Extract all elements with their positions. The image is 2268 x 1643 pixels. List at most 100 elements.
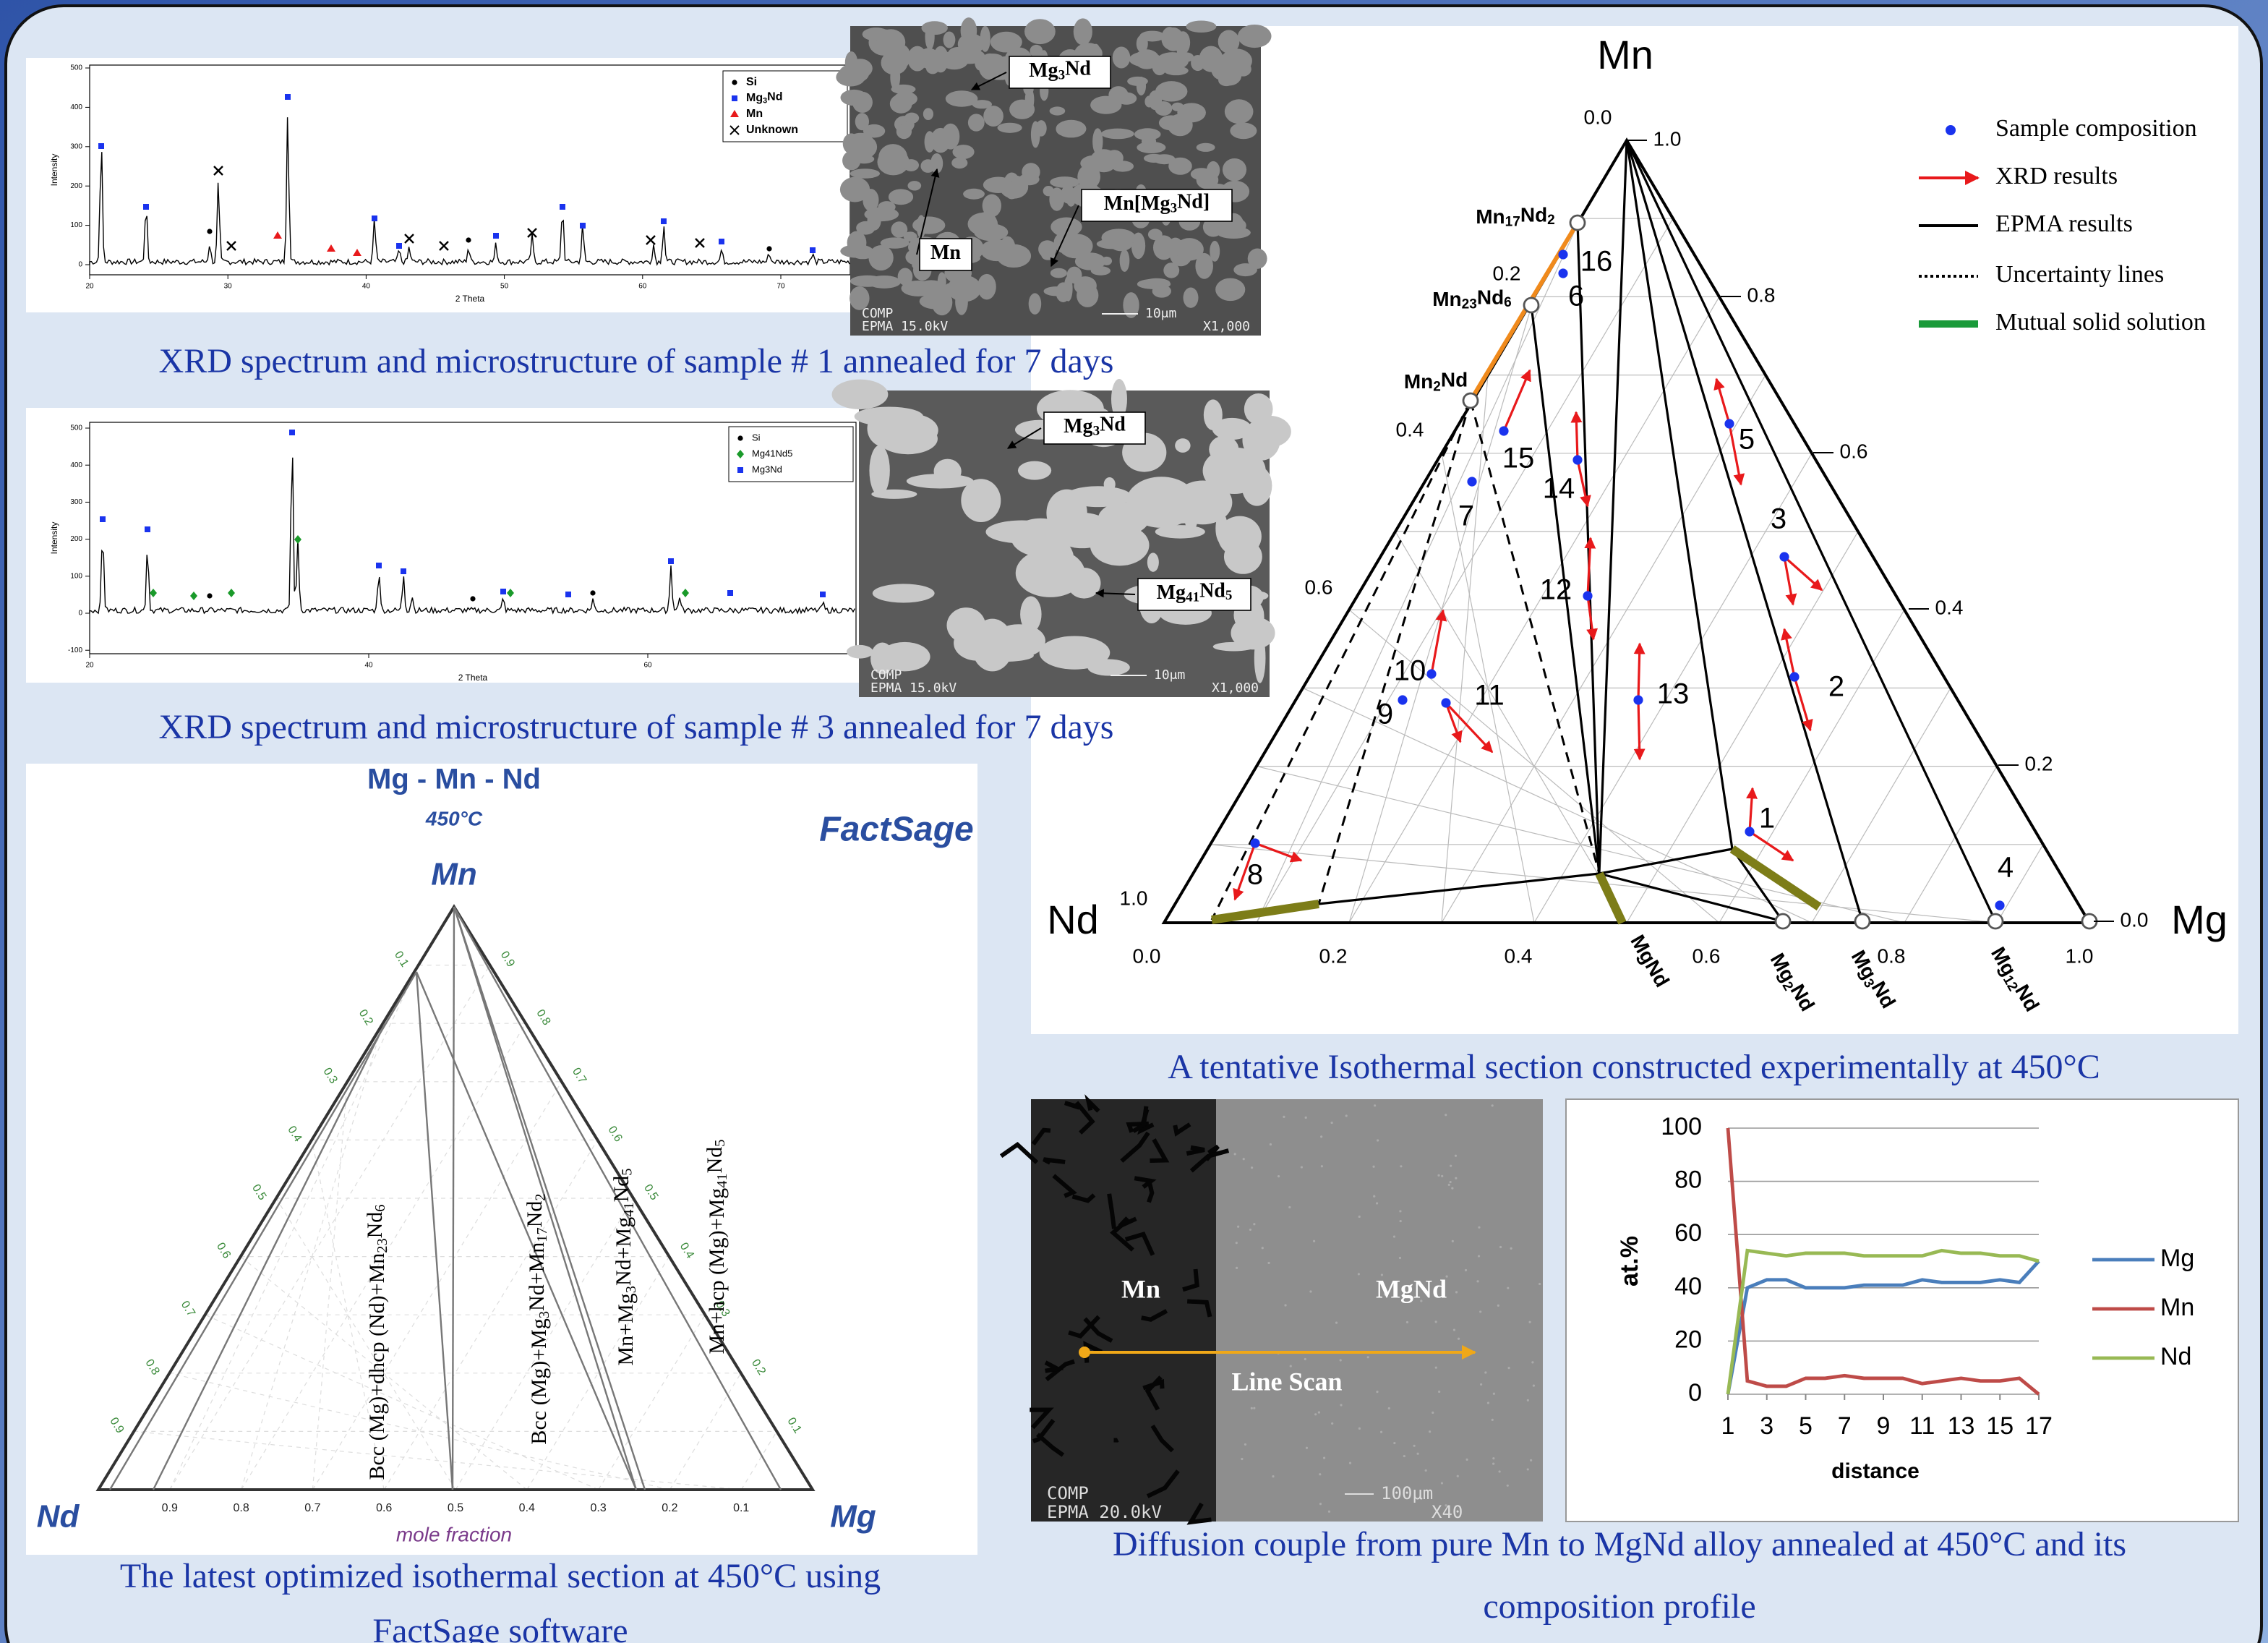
legend-marker [732, 80, 737, 85]
legend-label: Mg3Nd [752, 464, 782, 474]
speck [1478, 1226, 1480, 1229]
grain [850, 276, 885, 287]
speck [1403, 1455, 1405, 1457]
tick-label: 0.6 [376, 1502, 392, 1514]
caption: Diffusion couple from pure Mn to MgNd al… [1113, 1525, 2126, 1563]
grain [985, 521, 1058, 544]
x-tick-label: 40 [364, 662, 373, 670]
speck [1448, 1184, 1450, 1186]
speck [1527, 1399, 1529, 1401]
speck [1425, 1469, 1427, 1472]
vertex-label: Mn [1597, 32, 1653, 77]
grain [1235, 62, 1251, 77]
grain [1120, 249, 1130, 272]
grain [1056, 122, 1070, 135]
region-label: MgNd [1376, 1274, 1447, 1303]
scale-info: 100μm [1381, 1483, 1433, 1503]
grain [920, 294, 951, 310]
speck [1438, 1391, 1440, 1393]
grain [1218, 516, 1262, 557]
grain [903, 159, 919, 171]
grain [1038, 240, 1056, 257]
sample-label: 13 [1657, 678, 1690, 710]
speck [1243, 1158, 1245, 1160]
x-tick-label: 11 [1909, 1412, 1935, 1440]
sample-label: 8 [1247, 859, 1263, 891]
speck [1380, 1431, 1382, 1433]
speck [1320, 1135, 1322, 1138]
legend-label: Nd [2160, 1343, 2191, 1370]
tick-label: 1.0 [1120, 887, 1148, 909]
speck [1372, 1166, 1374, 1168]
grain [1175, 438, 1190, 453]
x-tick-label: 1 [1721, 1412, 1735, 1440]
grain [923, 108, 933, 120]
speck [1244, 1443, 1246, 1446]
tick-label: 0.2 [1493, 262, 1521, 284]
tick-label: 1.0 [2066, 944, 2094, 967]
grain [1171, 103, 1184, 111]
phase-point [1776, 914, 1790, 929]
sample-point [1995, 900, 2004, 910]
grain [832, 380, 889, 409]
page: { "xrd1": {"y_ticks": [0, 100, 200, 300,… [0, 0, 2268, 1643]
phase-point [1988, 914, 2003, 929]
grain [1110, 236, 1132, 252]
speck [1507, 1485, 1509, 1487]
grain [972, 100, 992, 108]
grain [1161, 27, 1178, 49]
y-tick-label: 300 [70, 498, 82, 506]
x-tick-label: 15 [1986, 1412, 2014, 1440]
grain [847, 645, 873, 659]
speck [1388, 1407, 1390, 1409]
y-tick-label: -100 [68, 646, 82, 654]
x-axis-label: 2 Theta [455, 294, 485, 304]
grain [1197, 143, 1215, 152]
legend-label: Mn [746, 108, 763, 120]
sample-label: 5 [1739, 424, 1755, 456]
speck [1492, 1463, 1494, 1465]
legend-label: Si [746, 76, 757, 88]
legend-label: XRD results [1995, 163, 2118, 189]
speck [1499, 1246, 1502, 1248]
speck [1301, 1166, 1303, 1168]
tick-label: 0.8 [1878, 944, 1906, 967]
grain [992, 624, 1045, 657]
speck [1437, 1174, 1439, 1177]
speck [1445, 1114, 1447, 1116]
speck [1455, 1291, 1458, 1293]
grain [1210, 241, 1220, 262]
tick-label: 0.6 [1840, 440, 1868, 462]
grain [968, 114, 985, 131]
sample-point [1745, 827, 1754, 836]
sample-point [1789, 672, 1799, 681]
peak-marker [401, 568, 406, 574]
vertex-label: Mg [2171, 897, 2228, 942]
grain [840, 244, 873, 258]
sample-point [1572, 455, 1582, 464]
caption: XRD spectrum and microstructure of sampl… [159, 342, 1114, 380]
grain [1050, 268, 1067, 278]
peak-marker [470, 596, 475, 601]
y-tick-label: 200 [70, 535, 82, 543]
phase-point [1570, 215, 1585, 230]
peak-marker [207, 229, 212, 234]
speck [1465, 1269, 1467, 1271]
grain [1040, 636, 1111, 669]
speck [1374, 1104, 1376, 1106]
caption: A tentative Isothermal section construct… [1168, 1048, 2100, 1086]
grain [876, 29, 905, 56]
speck [1429, 1430, 1431, 1433]
tick-label: 0.9 [162, 1502, 178, 1514]
sample-point [1499, 426, 1508, 435]
phase-point [1855, 914, 1870, 929]
sample-point [1558, 249, 1567, 259]
grain [1144, 154, 1164, 163]
speck [1340, 1404, 1342, 1406]
grain [1156, 52, 1189, 70]
speck [1453, 1329, 1455, 1331]
sample-label: 9 [1377, 699, 1393, 730]
grain [864, 208, 899, 222]
grain [961, 17, 977, 44]
grain [889, 189, 913, 205]
